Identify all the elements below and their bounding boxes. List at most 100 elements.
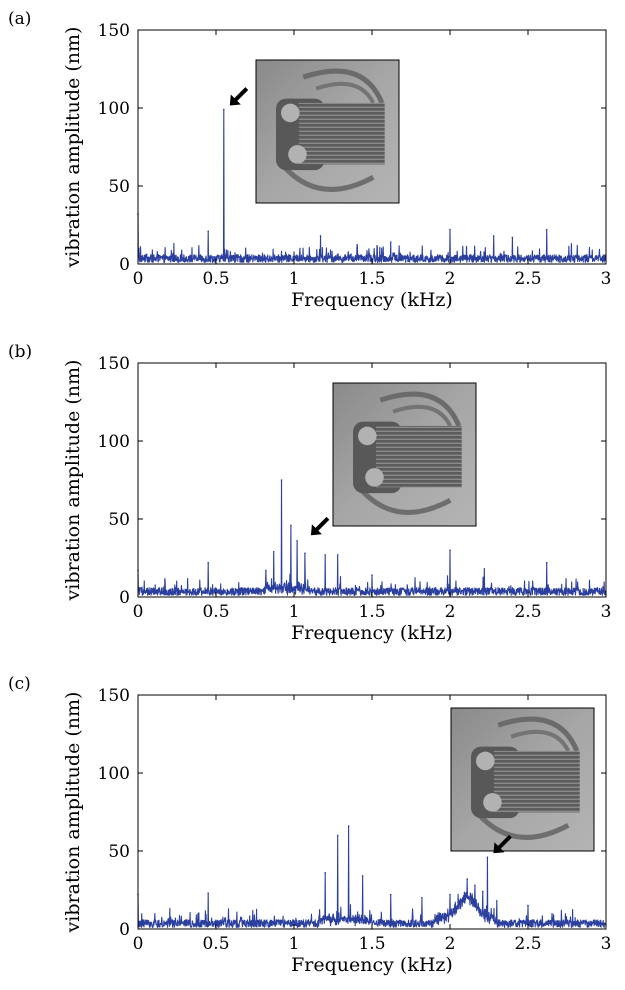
x-tick-label: 1.5 (358, 602, 385, 622)
data-point (324, 872, 327, 874)
photo-fin-array (493, 750, 580, 813)
x-tick-label: 1.5 (358, 269, 385, 289)
x-tick-label: 3 (601, 934, 612, 954)
photo-bolt-hole (365, 468, 384, 487)
data-point (290, 524, 292, 527)
data-point (296, 540, 298, 542)
x-axis-title: Frequency (kHz) (291, 289, 453, 311)
photo-bolt-hole (288, 145, 307, 164)
x-tick-label: 1 (289, 602, 300, 622)
inset-photo (332, 382, 477, 527)
data-point (481, 890, 484, 893)
y-tick-label: 100 (98, 764, 130, 784)
y-tick-label: 150 (98, 686, 130, 706)
y-tick-label: 100 (98, 99, 130, 119)
x-tick-label: 2.5 (514, 602, 541, 622)
data-point (336, 834, 339, 837)
data-point (449, 228, 451, 231)
y-tick-label: 150 (98, 21, 130, 41)
photo-arc (392, 404, 453, 427)
data-point (324, 554, 327, 556)
x-tick-label: 0 (133, 269, 144, 289)
photo-fin-array (298, 102, 385, 165)
y-axis-title: vibration amplitude (nm) (62, 27, 84, 269)
x-tick-label: 0.5 (202, 269, 229, 289)
x-tick-label: 3 (601, 602, 612, 622)
data-point (545, 561, 548, 564)
chart-panel: (b) 0 0.5 1 1.5 2 2.5 3 0 50 100 150 Frequency (kHz)… (8, 342, 611, 644)
data-point (280, 479, 283, 481)
panel-label: (a) (8, 9, 31, 29)
x-tick-label: 0 (133, 602, 144, 622)
photo-arc (315, 81, 376, 104)
x-tick-label: 1.5 (358, 934, 385, 954)
data-point (449, 549, 451, 551)
data-point (361, 875, 364, 877)
x-tick-label: 0.5 (202, 934, 229, 954)
data-point (389, 241, 392, 243)
photo-bolt-hole (281, 103, 300, 123)
x-tick-label: 3 (601, 269, 612, 289)
data-point (421, 897, 423, 899)
data-point (223, 108, 225, 111)
arrow-head (229, 94, 241, 106)
x-tick-label: 1 (289, 934, 300, 954)
y-tick-label: 50 (108, 510, 130, 530)
data-point (483, 568, 486, 570)
y-tick-label: 50 (108, 177, 130, 197)
y-tick-label: 50 (108, 842, 130, 862)
x-axis-title: Frequency (kHz) (291, 954, 453, 976)
photo-arc (282, 165, 375, 192)
photo-arc (379, 391, 462, 427)
arrow-shaft (314, 516, 330, 532)
data-point (207, 561, 209, 564)
photo-fin-array (375, 425, 462, 488)
photo-arc (497, 716, 580, 752)
x-tick-label: 2.5 (514, 934, 541, 954)
peak-arrow (310, 516, 330, 536)
data-point (272, 550, 275, 553)
data-point (449, 893, 451, 896)
x-tick-label: 0 (133, 934, 144, 954)
data-point (207, 230, 209, 233)
data-point (347, 825, 350, 827)
data-point (207, 892, 209, 894)
data-point (511, 236, 514, 239)
peak-arrow (493, 834, 512, 854)
x-axis-title: Frequency (kHz) (291, 622, 453, 644)
spectrum-line (137, 109, 607, 263)
y-axis-title: vibration amplitude (nm) (62, 692, 84, 934)
data-point (304, 552, 306, 555)
chart-panel: (a) 0 0.5 1 1.5 2 2.5 3 0 50 100 150 Frequency (kHz)… (8, 9, 611, 311)
photo-arc (359, 488, 452, 515)
arrow-shaft (233, 87, 249, 102)
x-tick-label: 2 (445, 934, 456, 954)
data-point (486, 856, 489, 859)
inset-photo (450, 707, 595, 852)
data-point (389, 893, 392, 896)
data-point (496, 900, 498, 902)
chart-panel: (c) 0 0.5 1 1.5 2 2.5 3 0 50 100 150 Frequency (kHz)… (8, 674, 611, 976)
data-point (371, 574, 373, 576)
y-tick-label: 100 (98, 432, 130, 452)
y-tick-label: 0 (119, 588, 130, 608)
arrow-shaft (497, 834, 512, 850)
x-tick-label: 1 (289, 269, 300, 289)
data-point (527, 904, 529, 907)
photo-bolt-hole (476, 751, 495, 771)
data-point (466, 878, 468, 880)
peak-arrow (229, 87, 249, 106)
photo-arc (510, 729, 571, 752)
data-point (545, 228, 548, 231)
y-tick-label: 0 (119, 920, 130, 940)
x-tick-label: 0.5 (202, 602, 229, 622)
panel-label: (c) (8, 674, 31, 694)
y-tick-label: 150 (98, 354, 130, 374)
photo-arc (302, 68, 385, 104)
inset-photo (255, 59, 400, 204)
data-point (474, 884, 476, 887)
x-tick-label: 2 (445, 602, 456, 622)
x-tick-label: 2 (445, 269, 456, 289)
data-point (336, 554, 339, 556)
